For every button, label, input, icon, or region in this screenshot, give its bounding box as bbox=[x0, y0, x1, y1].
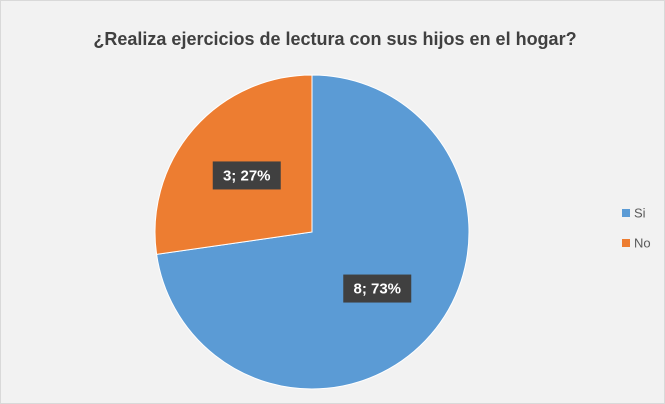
legend-label: Si bbox=[634, 205, 646, 220]
data-label-box bbox=[343, 274, 412, 303]
pie-slice bbox=[156, 74, 470, 390]
legend-swatch bbox=[622, 239, 630, 247]
data-label: 3; 27% bbox=[223, 167, 271, 184]
data-label-box bbox=[212, 161, 281, 190]
legend-label: No bbox=[634, 235, 651, 250]
chart-title: ¿Realiza ejercicios de lectura con sus h… bbox=[93, 29, 576, 49]
legend-swatch bbox=[622, 209, 630, 217]
data-label: 8; 73% bbox=[353, 281, 401, 298]
